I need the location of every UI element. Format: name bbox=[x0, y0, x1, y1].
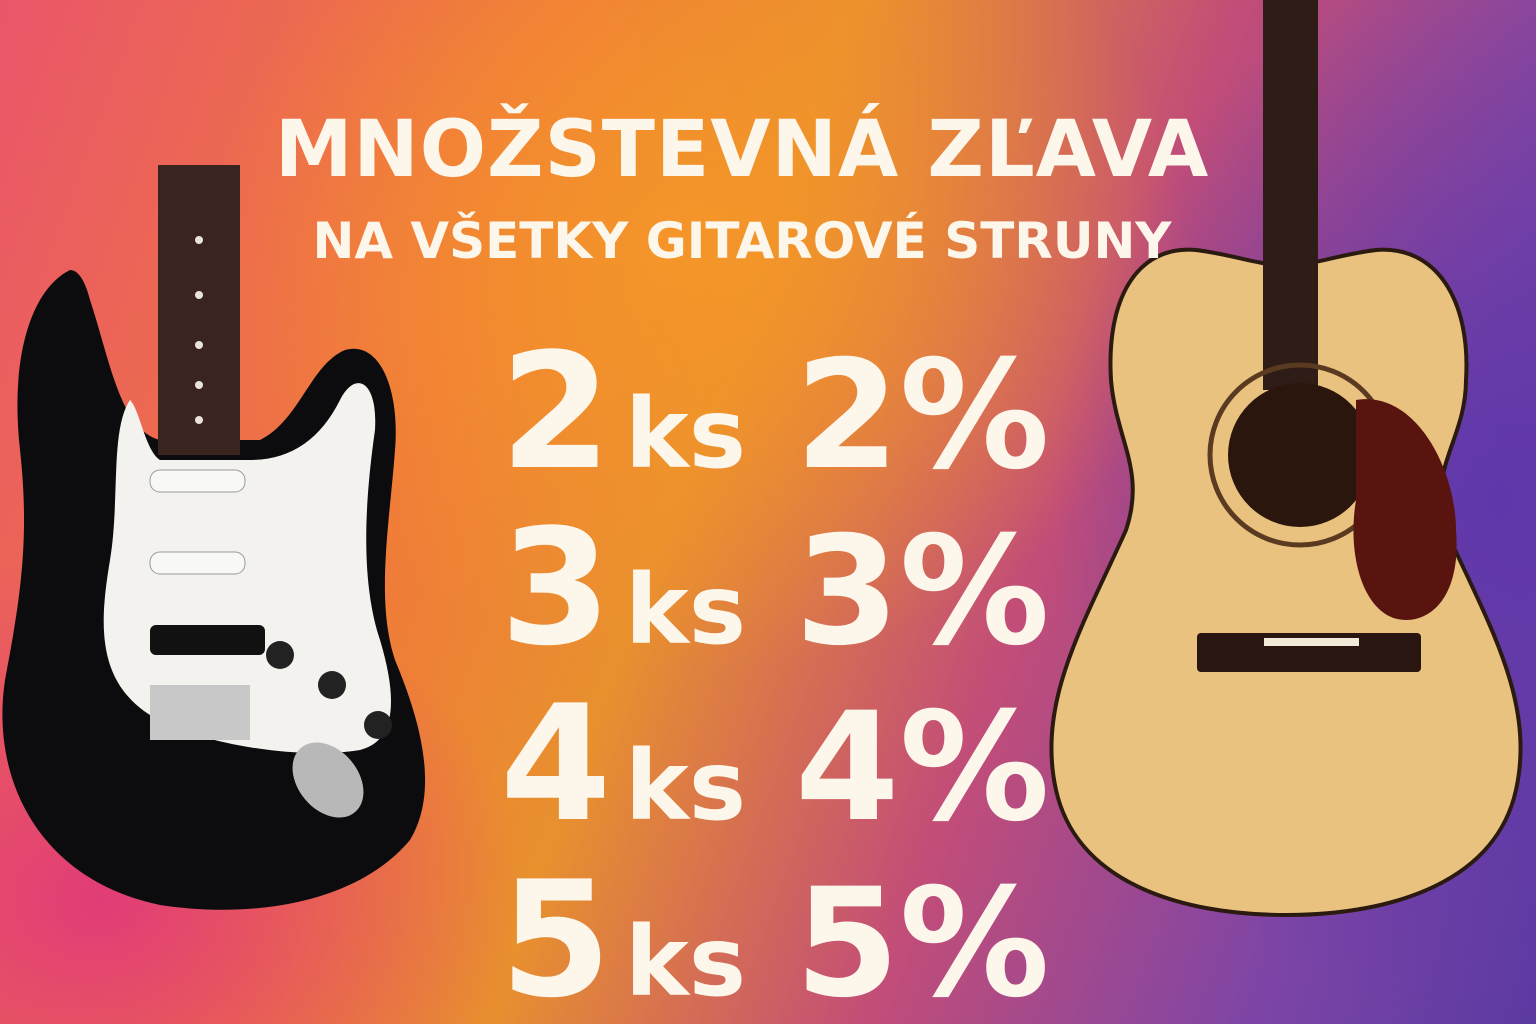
tier-quantity: 2 bbox=[500, 318, 612, 505]
discount-tiers: 2 ks 2% 3 ks 3% 4 ks 4% 5 ks 5% bbox=[500, 318, 1050, 1033]
tier-row: 5 ks 5% bbox=[500, 846, 1050, 1033]
subheadline: NA VŠETKY GITAROVÉ STRUNY bbox=[312, 212, 1172, 270]
tier-discount: 5% bbox=[795, 857, 1050, 1031]
tier-unit: ks bbox=[625, 554, 746, 666]
tier-row: 3 ks 3% bbox=[500, 494, 1050, 681]
headline: MNOŽSTEVNÁ ZĽAVA bbox=[274, 105, 1210, 195]
acoustic-guitar-image bbox=[1049, 0, 1523, 918]
tier-quantity: 5 bbox=[500, 846, 612, 1033]
tier-quantity: 4 bbox=[500, 670, 612, 857]
tier-row: 2 ks 2% bbox=[500, 318, 1050, 505]
electric-guitar-image bbox=[2, 165, 426, 910]
tier-discount: 3% bbox=[795, 505, 1050, 679]
tier-unit: ks bbox=[625, 378, 746, 490]
tier-discount: 2% bbox=[795, 329, 1050, 503]
tier-quantity: 3 bbox=[500, 494, 612, 681]
tier-row: 4 ks 4% bbox=[500, 670, 1050, 857]
tier-discount: 4% bbox=[795, 681, 1050, 855]
tier-unit: ks bbox=[625, 906, 746, 1018]
tier-unit: ks bbox=[625, 730, 746, 842]
